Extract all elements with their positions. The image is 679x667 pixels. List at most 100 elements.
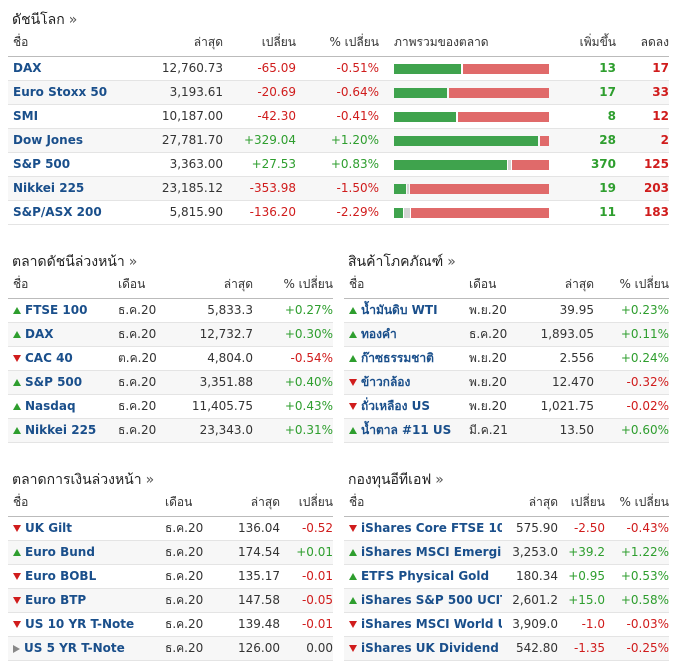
- instrument-link[interactable]: น้ำตาล #11 US: [361, 422, 452, 437]
- instrument-link[interactable]: Euro BTP: [25, 593, 87, 607]
- instrument-link[interactable]: FTSE 100: [25, 303, 88, 317]
- pct-change-value: +0.83%: [296, 152, 379, 177]
- table-row[interactable]: ทองคำ ธ.ค.20 1,893.05 +0.11%: [344, 322, 669, 347]
- month-value: พ.ย.20: [469, 370, 529, 395]
- table-row[interactable]: iShares UK Dividend . 542.80 -1.35 -0.25%: [344, 636, 669, 661]
- instrument-link[interactable]: น้ำมันดิบ WTI: [361, 302, 438, 317]
- instrument-link[interactable]: CAC 40: [25, 351, 73, 365]
- table-row[interactable]: iShares S&P 500 UCIT. 2,601.2 +15.0 +0.58%: [344, 588, 669, 613]
- instrument-link[interactable]: Euro Bund: [25, 545, 95, 559]
- instrument-link[interactable]: ก๊าซธรรมชาติ: [361, 350, 434, 365]
- instrument-link[interactable]: iShares Core FTSE 10.: [361, 521, 502, 535]
- index-link[interactable]: Euro Stoxx 50: [13, 85, 108, 99]
- instrument-link[interactable]: Nikkei 225: [25, 423, 97, 437]
- pct-change-value: +0.58%: [605, 588, 669, 613]
- chevron-right-icon[interactable]: »: [68, 12, 78, 28]
- instrument-link[interactable]: S&P 500: [25, 375, 83, 389]
- index-link[interactable]: S&P 500: [13, 157, 71, 171]
- commodities-title[interactable]: สินค้าโภคภัณฑ์»: [348, 254, 456, 270]
- world-indices-title[interactable]: ดัชนีโลก»: [12, 12, 78, 28]
- declining-bar-segment: [411, 207, 549, 218]
- pct-change-value: -0.02%: [594, 394, 669, 419]
- instrument-link[interactable]: DAX: [25, 327, 54, 341]
- instrument-link[interactable]: ข้าวกล้อง: [361, 374, 411, 389]
- table-row[interactable]: iShares Core FTSE 10. 575.90 -2.50 -0.43%: [344, 516, 669, 541]
- instrument-link[interactable]: iShares MSCI Emergin.: [361, 545, 502, 559]
- table-row[interactable]: Euro Bund ธ.ค.20 174.54 +0.01: [8, 540, 333, 565]
- instrument-link[interactable]: Nasdaq: [25, 399, 76, 413]
- advance-decline-bar: [394, 111, 549, 122]
- table-row[interactable]: Euro BTP ธ.ค.20 147.58 -0.05: [8, 588, 333, 613]
- arrow-down-icon: [13, 525, 21, 532]
- table-row[interactable]: Nasdaq ธ.ค.20 11,405.75 +0.43%: [8, 394, 333, 419]
- instrument-link[interactable]: Euro BOBL: [25, 569, 97, 583]
- advancing-bar-segment: [394, 87, 447, 98]
- etfs-title[interactable]: กองทุนอีทีเอฟ»: [348, 472, 444, 488]
- table-row[interactable]: FTSE 100 ธ.ค.20 5,833.3 +0.27%: [8, 298, 333, 323]
- table-row[interactable]: S&P/ASX 200 5,815.90 -136.20 -2.29% 11 183: [8, 200, 669, 225]
- table-row[interactable]: US 5 YR T-Note ธ.ค.20 126.00 0.00: [8, 636, 333, 661]
- last-value: 139.48: [215, 612, 280, 637]
- declining-bar-segment: [512, 159, 549, 170]
- col-month: เดือน: [118, 272, 183, 299]
- table-row[interactable]: น้ำมันดิบ WTI พ.ย.20 39.95 +0.23%: [344, 298, 669, 323]
- index-link[interactable]: Nikkei 225: [13, 181, 85, 195]
- table-row[interactable]: iShares MSCI Emergin. 3,253.0 +39.2 +1.22%: [344, 540, 669, 565]
- col-pct-change: % เปลี่ยน: [253, 272, 333, 299]
- instrument-link[interactable]: ทองคำ: [361, 326, 397, 341]
- table-row[interactable]: ก๊าซธรรมชาติ พ.ย.20 2.556 +0.24%: [344, 346, 669, 371]
- table-row[interactable]: CAC 40 ต.ค.20 4,804.0 -0.54%: [8, 346, 333, 371]
- table-row[interactable]: ถั่วเหลือง US พ.ย.20 1,021.75 -0.02%: [344, 394, 669, 419]
- arrow-down-icon: [349, 402, 357, 410]
- table-row[interactable]: Nikkei 225 23,185.12 -353.98 -1.50% 19 203: [8, 176, 669, 201]
- arrow-up-icon: [13, 427, 21, 434]
- name-cell: FTSE 100: [8, 298, 118, 323]
- table-row[interactable]: Euro BOBL ธ.ค.20 135.17 -0.01: [8, 564, 333, 589]
- change-value: +27.53: [223, 152, 296, 177]
- chevron-right-icon[interactable]: »: [447, 254, 456, 270]
- pct-change-value: -0.32%: [594, 370, 669, 395]
- instrument-link[interactable]: US 5 YR T-Note: [24, 641, 125, 655]
- table-row[interactable]: ข้าวกล้อง พ.ย.20 12.470 -0.32%: [344, 370, 669, 395]
- table-row[interactable]: Euro Stoxx 50 3,193.61 -20.69 -0.64% 17 33: [8, 80, 669, 105]
- table-row[interactable]: S&P 500 ธ.ค.20 3,351.88 +0.40%: [8, 370, 333, 395]
- chevron-right-icon[interactable]: »: [145, 472, 155, 488]
- advance-decline-bar: [394, 159, 549, 170]
- table-row[interactable]: Dow Jones 27,781.70 +329.04 +1.20% 28 2: [8, 128, 669, 153]
- index-link[interactable]: SMI: [13, 109, 39, 123]
- name-cell: iShares MSCI World U.: [344, 612, 502, 637]
- index-link[interactable]: Dow Jones: [13, 133, 84, 147]
- month-value: พ.ย.20: [469, 346, 529, 371]
- chevron-right-icon[interactable]: »: [435, 472, 444, 488]
- chevron-right-icon[interactable]: »: [128, 254, 138, 270]
- table-row[interactable]: Nikkei 225 ธ.ค.20 23,343.0 +0.31%: [8, 418, 333, 443]
- table-row[interactable]: UK Gilt ธ.ค.20 136.04 -0.52: [8, 516, 333, 541]
- index-link[interactable]: S&P/ASX 200: [13, 205, 102, 219]
- index-futures-title[interactable]: ตลาดดัชนีล่วงหน้า»: [12, 254, 138, 270]
- table-row[interactable]: น้ำตาล #11 US มี.ค.21 13.50 +0.60%: [344, 418, 669, 443]
- table-row[interactable]: US 10 YR T-Note ธ.ค.20 139.48 -0.01: [8, 612, 333, 637]
- instrument-link[interactable]: iShares S&P 500 UCIT.: [361, 593, 502, 607]
- last-value: 575.90: [502, 516, 558, 541]
- market-overview-cell: [379, 104, 549, 129]
- instrument-link[interactable]: US 10 YR T-Note: [25, 617, 135, 631]
- month-value: ธ.ค.20: [165, 588, 215, 613]
- instrument-link[interactable]: ETFS Physical Gold: [361, 569, 490, 583]
- table-row[interactable]: SMI 10,187.00 -42.30 -0.41% 8 12: [8, 104, 669, 129]
- table-row[interactable]: ETFS Physical Gold 180.34 +0.95 +0.53%: [344, 564, 669, 589]
- col-market-overview: ภาพรวมของตลาด: [379, 30, 549, 57]
- table-row[interactable]: DAX 12,760.73 -65.09 -0.51% 13 17: [8, 56, 669, 81]
- instrument-link[interactable]: UK Gilt: [25, 521, 73, 535]
- index-link[interactable]: DAX: [13, 61, 42, 75]
- advancing-bar-segment: [394, 207, 403, 218]
- rate-futures-title[interactable]: ตลาดการเงินล่วงหน้า»: [12, 472, 155, 488]
- advancing-count: 28: [549, 128, 616, 153]
- table-row[interactable]: iShares MSCI World U. 3,909.0 -1.0 -0.03%: [344, 612, 669, 637]
- market-overview-cell: [379, 56, 549, 81]
- table-row[interactable]: S&P 500 3,363.00 +27.53 +0.83% 370 125: [8, 152, 669, 177]
- table-row[interactable]: DAX ธ.ค.20 12,732.7 +0.30%: [8, 322, 333, 347]
- instrument-link[interactable]: iShares MSCI World U.: [361, 617, 502, 631]
- instrument-link[interactable]: iShares UK Dividend .: [361, 641, 502, 655]
- change-value: +0.95: [558, 564, 605, 589]
- instrument-link[interactable]: ถั่วเหลือง US: [361, 398, 430, 413]
